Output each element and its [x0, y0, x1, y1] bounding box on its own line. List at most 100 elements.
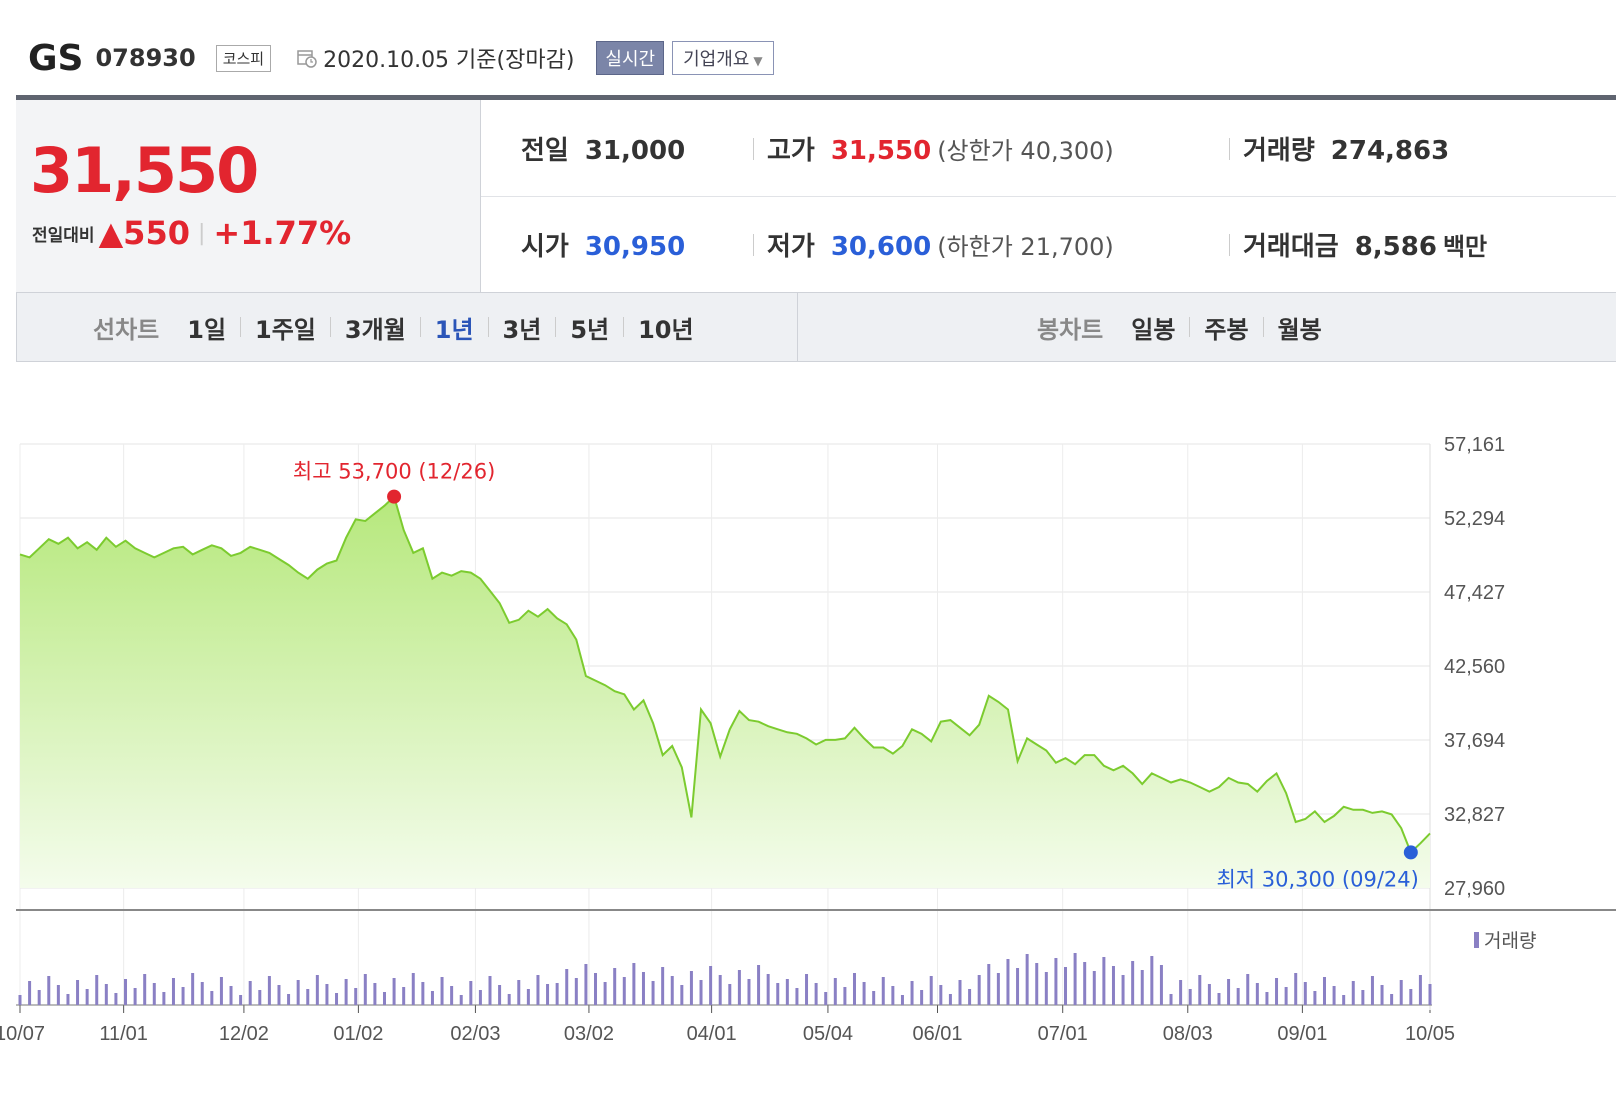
volume-bar — [162, 992, 166, 1005]
volume-bar — [315, 975, 319, 1005]
x-tick-label: 07/01 — [1038, 1023, 1088, 1045]
y-tick-label: 42,560 — [1444, 656, 1505, 678]
volume-bar — [1236, 988, 1240, 1005]
volume-bar — [603, 982, 607, 1005]
stock-header: GS 078930 코스피 2020.10.05 기준(장마감) 실시간 기업개… — [28, 30, 774, 86]
stat-volume: 거래량 274,863 — [1229, 130, 1449, 167]
volume-bar — [124, 979, 128, 1005]
volume-bar — [968, 989, 972, 1005]
volume-bar — [498, 985, 502, 1005]
volume-bar — [1303, 982, 1307, 1005]
tab-separator — [623, 317, 625, 337]
volume-bar — [133, 988, 137, 1005]
tab-separator — [1262, 317, 1264, 337]
volume-bar — [1188, 989, 1192, 1005]
volume-bar — [1111, 966, 1115, 1005]
volume-bar — [478, 990, 482, 1005]
volume-bar — [1025, 954, 1029, 1005]
volume-bar — [939, 985, 943, 1005]
volume-bar — [1313, 991, 1317, 1005]
current-price: 31,550 — [30, 134, 259, 207]
volume-bar — [718, 975, 722, 1005]
volume-bar — [1418, 975, 1422, 1005]
volume-bar — [661, 967, 665, 1005]
tab-candle-2[interactable]: 월봉 — [1277, 315, 1322, 344]
tab-line-5[interactable]: 5년 — [570, 315, 610, 344]
company-overview-label: 기업개요 — [683, 49, 750, 70]
volume-bar — [584, 964, 588, 1005]
volume-bar — [747, 979, 751, 1005]
tab-candle-0[interactable]: 일봉 — [1131, 315, 1176, 344]
volume-bar — [152, 983, 156, 1005]
company-overview-dropdown[interactable]: 기업개요 ▼ — [672, 41, 774, 75]
volume-bar — [296, 980, 300, 1005]
up-arrow-icon: ▲ — [98, 214, 124, 252]
volume-bar — [171, 978, 175, 1005]
volume-bar — [680, 985, 684, 1005]
volume-bar — [594, 973, 598, 1005]
volume-bar — [181, 987, 185, 1005]
volume-bar — [1428, 984, 1432, 1005]
volume-bar — [277, 985, 281, 1005]
tab-line-0[interactable]: 1일 — [187, 315, 227, 344]
volume-bar — [229, 986, 233, 1005]
stock-name: GS — [28, 37, 84, 79]
stat-note: (상한가 40,300) — [937, 137, 1114, 165]
volume-bar — [641, 972, 645, 1005]
volume-bar — [881, 977, 885, 1005]
price-summary: 31,550 전일대비 ▲ 550 | +1.77% 전일 31,000 고가 31… — [16, 100, 1616, 293]
x-tick-label: 12/02 — [219, 1023, 269, 1045]
volume-bar — [344, 979, 348, 1005]
tab-line-6[interactable]: 10년 — [638, 315, 694, 344]
volume-bar — [1399, 980, 1403, 1005]
stat-prev-close: 전일 31,000 — [521, 130, 685, 167]
volume-bar — [1035, 963, 1039, 1005]
volume-bar — [900, 995, 904, 1005]
stat-value: 8,586 — [1354, 232, 1437, 262]
tab-line-2[interactable]: 3개월 — [344, 315, 406, 344]
y-tick-label: 47,427 — [1444, 582, 1505, 604]
volume-bar — [47, 976, 51, 1005]
volume-bar — [104, 984, 108, 1005]
volume-bar — [191, 973, 195, 1005]
volume-bar — [1064, 967, 1068, 1005]
volume-legend-label: 거래량 — [1484, 930, 1536, 952]
volume-bar — [996, 973, 1000, 1005]
volume-bar — [910, 981, 914, 1005]
volume-bar — [1179, 980, 1183, 1005]
volume-bar — [85, 989, 89, 1005]
candle-chart-tabs: 봉차트 일봉 주봉 월봉 — [1037, 293, 1322, 361]
stat-label: 시가 — [521, 232, 569, 262]
volume-bar — [28, 981, 32, 1005]
current-price-box: 31,550 전일대비 ▲ 550 | +1.77% — [16, 100, 481, 292]
volume-bar — [1342, 995, 1346, 1005]
volume-legend-swatch — [1474, 932, 1479, 948]
volume-bar — [1255, 983, 1259, 1005]
stat-high: 고가 31,550 (상한가 40,300) — [753, 130, 1114, 167]
volume-bar — [219, 977, 223, 1005]
volume-bar — [795, 988, 799, 1005]
stat-open: 시가 30,950 — [521, 226, 685, 263]
tab-candle-1[interactable]: 주봉 — [1204, 315, 1249, 344]
tab-separator — [329, 317, 331, 337]
tab-line-4[interactable]: 3년 — [502, 315, 542, 344]
volume-bar — [354, 988, 358, 1005]
volume-bar — [805, 974, 809, 1005]
volume-bar — [1016, 968, 1020, 1005]
volume-bar — [728, 984, 732, 1005]
volume-bar — [1044, 972, 1048, 1005]
volume-bar — [66, 994, 70, 1005]
price-stats: 전일 31,000 고가 31,550 (상한가 40,300) 거래량 274,863… — [481, 100, 1616, 292]
volume-bar — [1140, 970, 1144, 1005]
volume-bar — [440, 977, 444, 1005]
line-chart-tabs: 선차트 1일 1주일 3개월 1년 3년 5년 10년 — [93, 293, 694, 361]
volume-bar — [1102, 957, 1106, 1005]
realtime-button[interactable]: 실시간 — [596, 41, 665, 75]
volume-bar — [1131, 961, 1135, 1005]
volume-bar — [824, 992, 828, 1005]
tab-line-1[interactable]: 1주일 — [255, 315, 316, 344]
volume-bar — [1150, 956, 1154, 1005]
y-tick-label: 57,161 — [1444, 434, 1505, 456]
tab-line-3[interactable]: 1년 — [434, 315, 474, 344]
